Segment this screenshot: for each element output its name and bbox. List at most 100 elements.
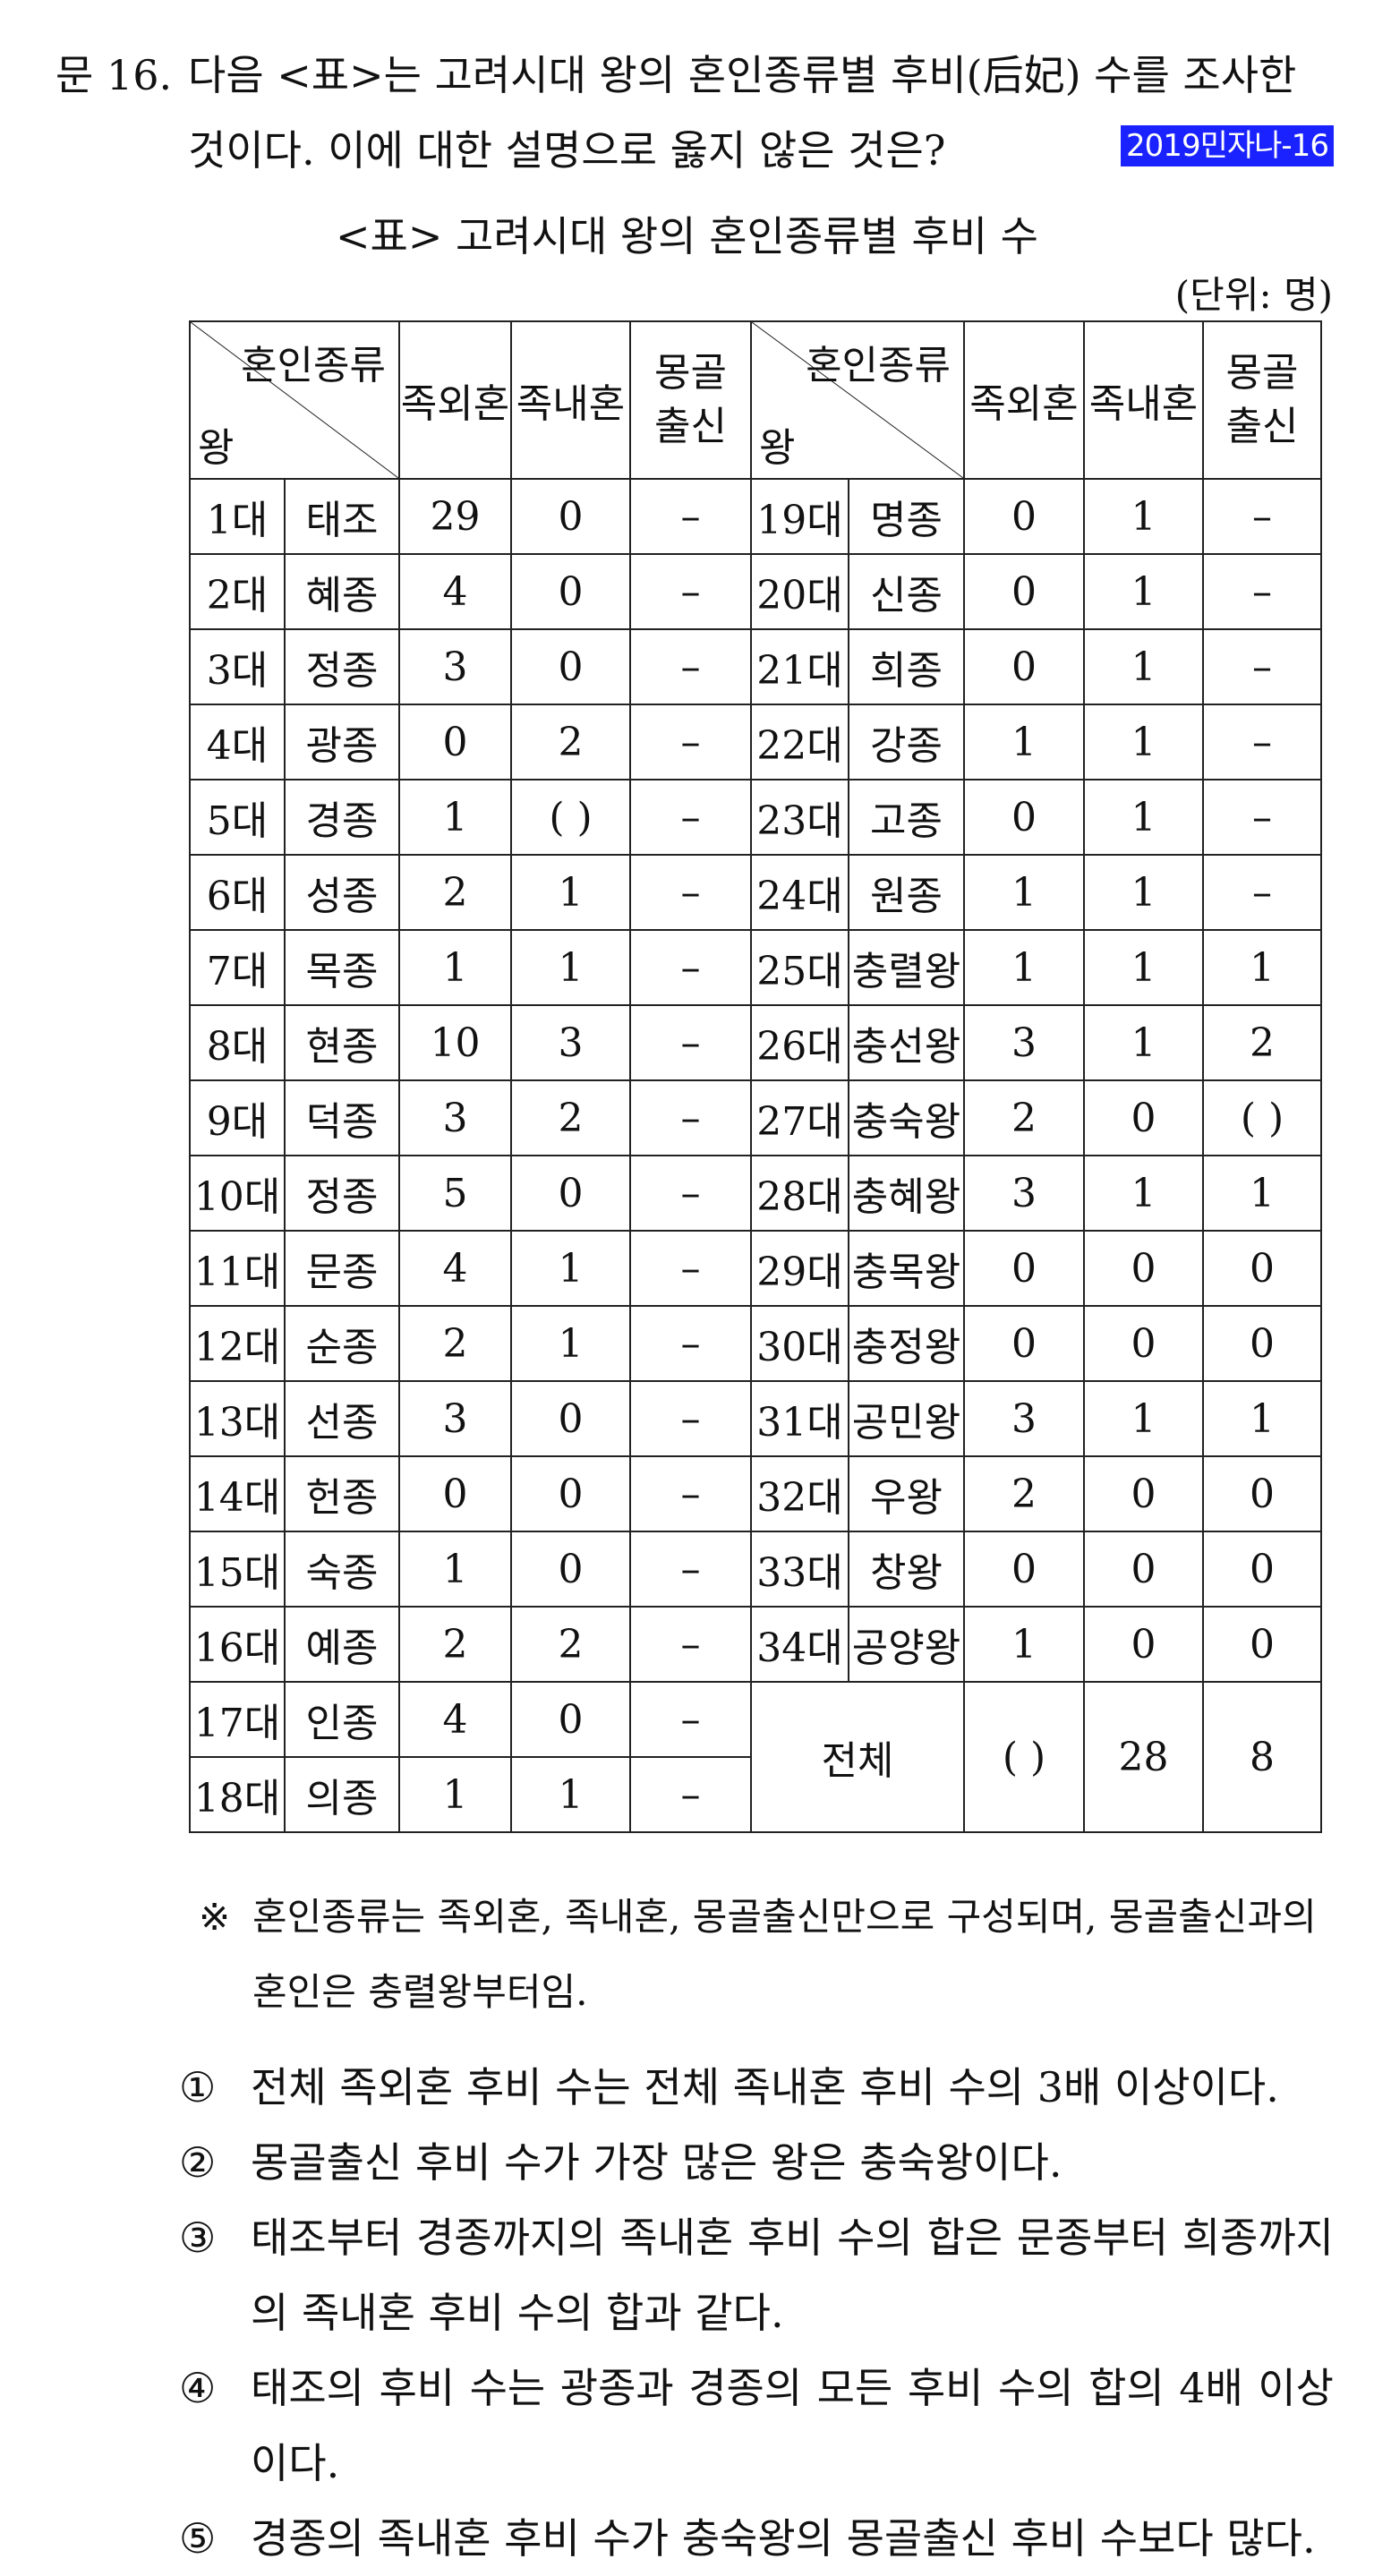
mongol-cell: –: [1202, 779, 1322, 856]
header-mongol: 몽골 출신: [1202, 320, 1322, 480]
unit-label: (단위: 명): [1174, 273, 1333, 317]
endogamy-cell: 0: [510, 553, 631, 630]
marriage-table: 혼인종류 왕 족외혼 족내혼 몽골 출신 혼인종류 왕 족외혼 족내혼 몽골 출신 …: [189, 320, 1322, 1833]
answer-options: ① 전체 족외혼 후비 수는 전체 족내혼 후비 수의 3배 이상이다. ② 몽골출신…: [179, 2050, 1334, 2576]
option-text: 경종의 족내혼 후비 수가 충숙왕의 몽골출신 후비 수보다 많다.: [251, 2514, 1316, 2563]
header-exogamy: 족외혼: [398, 320, 512, 480]
mongol-cell: –: [1202, 478, 1322, 555]
table-row: 18대 의종 1 1–: [189, 1756, 1321, 1833]
exogamy-cell: 2: [963, 1455, 1085, 1532]
king-name-cell: 경종: [284, 779, 400, 856]
king-name-cell: 충렬왕: [848, 929, 965, 1006]
mongol-cell: –: [629, 1531, 752, 1608]
mongol-cell: 0: [1202, 1230, 1322, 1307]
king-name-cell: 창왕: [848, 1531, 965, 1608]
generation-cell: 2대: [189, 553, 286, 630]
endogamy-cell: 0: [510, 628, 631, 705]
generation-cell: 34대: [750, 1606, 849, 1683]
question-number: 문 16.: [55, 51, 173, 99]
endogamy-cell: ( ): [510, 779, 631, 856]
generation-cell: 21대: [750, 628, 849, 705]
king-name-cell: 목종: [284, 929, 400, 1006]
diagonal-header-right: 혼인종류 왕: [750, 320, 965, 480]
king-name-cell: 명종: [848, 478, 965, 555]
option-number: ④: [179, 2364, 217, 2412]
endogamy-cell: 1: [1083, 1380, 1204, 1457]
king-name-cell: 공민왕: [848, 1380, 965, 1457]
endogamy-cell: 2: [510, 704, 631, 780]
option-text: 전체 족외혼 후비 수는 전체 족내혼 후비 수의 3배 이상이다.: [251, 2063, 1279, 2111]
exogamy-cell: 4: [398, 1230, 512, 1307]
endogamy-cell: 0: [1083, 1531, 1204, 1608]
endogamy-cell: 0: [510, 478, 631, 555]
king-name-cell: 인종: [284, 1681, 400, 1758]
generation-cell: 33대: [750, 1531, 849, 1608]
endogamy-cell: 0: [510, 1455, 631, 1532]
exogamy-cell: 0: [963, 478, 1085, 555]
header-marriage-type: 혼인종류: [241, 343, 386, 388]
king-name-cell: 신종: [848, 553, 965, 630]
table-row: 1대 태조 29 0–19대 명종 0 1–: [189, 478, 1322, 555]
exogamy-cell: 3: [398, 1079, 512, 1156]
generation-cell: 23대: [750, 779, 849, 856]
generation-cell: 8대: [189, 1004, 286, 1081]
total-exogamy-cell: ( ): [963, 1681, 1085, 1833]
header-endogamy: 족내혼: [510, 320, 631, 480]
exogamy-cell: 0: [963, 1531, 1085, 1608]
total-mongol-cell: 8: [1202, 1681, 1322, 1833]
table-note: ※ 혼인종류는 족외혼, 족내혼, 몽골출신만으로 구성되며, 몽골출신과의 혼…: [199, 1880, 1336, 2030]
generation-cell: 18대: [189, 1756, 286, 1833]
king-name-cell: 충선왕: [848, 1004, 965, 1081]
table-row: 7대 목종 1 1–25대 충렬왕 1 1 1: [189, 929, 1322, 1006]
header-king: 왕: [759, 425, 796, 471]
king-name-cell: 헌종: [284, 1455, 400, 1532]
endogamy-cell: 1: [1083, 704, 1204, 780]
endogamy-cell: 1: [1083, 553, 1204, 630]
mongol-cell: 0: [1202, 1455, 1322, 1532]
generation-cell: 3대: [189, 628, 286, 705]
mongol-cell: ( ): [1202, 1079, 1322, 1156]
header-exogamy: 족외혼: [963, 320, 1085, 480]
exogamy-cell: 0: [963, 1230, 1085, 1307]
king-name-cell: 현종: [284, 1004, 400, 1081]
king-name-cell: 희종: [848, 628, 965, 705]
exogamy-cell: 3: [398, 1380, 512, 1457]
option-item[interactable]: ③ 태조부터 경종까지의 족내혼 후비 수의 합은 문종부터 희종까지의 족내혼 …: [179, 2200, 1334, 2350]
option-item[interactable]: ⑤ 경종의 족내혼 후비 수가 충숙왕의 몽골출신 후비 수보다 많다.: [179, 2501, 1334, 2576]
king-name-cell: 의종: [284, 1756, 400, 1833]
generation-cell: 5대: [189, 779, 286, 856]
exogamy-cell: 3: [398, 628, 512, 705]
exogamy-cell: 4: [398, 1681, 512, 1758]
mongol-cell: –: [629, 1756, 752, 1833]
option-item[interactable]: ④ 태조의 후비 수는 광종과 경종의 모든 후비 수의 합의 4배 이상이다.: [179, 2350, 1334, 2501]
mongol-cell: –: [629, 553, 752, 630]
exogamy-cell: 0: [398, 1455, 512, 1532]
exogamy-cell: 0: [963, 553, 1085, 630]
endogamy-cell: 1: [1083, 779, 1204, 856]
endogamy-cell: 0: [1083, 1606, 1204, 1683]
option-item[interactable]: ② 몽골출신 후비 수가 가장 많은 왕은 충숙왕이다.: [179, 2125, 1334, 2200]
king-name-cell: 정종: [284, 628, 400, 705]
table-row: 10대 정종 5 0–28대 충혜왕 3 1 1: [189, 1155, 1322, 1232]
king-name-cell: 혜종: [284, 553, 400, 630]
mongol-cell: –: [1202, 628, 1322, 705]
exogamy-cell: 1: [398, 1756, 512, 1833]
exogamy-cell: 2: [398, 854, 512, 931]
table-row: 4대 광종 0 2–22대 강종 1 1–: [189, 704, 1322, 780]
mongol-cell: –: [1202, 704, 1322, 780]
king-name-cell: 충숙왕: [848, 1079, 965, 1156]
generation-cell: 15대: [189, 1531, 286, 1608]
mongol-cell: –: [629, 704, 752, 780]
generation-cell: 9대: [189, 1079, 286, 1156]
question-text-line1: 다음 <표>는 고려시대 왕의 혼인종류별 후비(后妃) 수를 조사한: [188, 51, 1297, 99]
endogamy-cell: 1: [1083, 1004, 1204, 1081]
option-number: ②: [179, 2138, 217, 2187]
option-item[interactable]: ① 전체 족외혼 후비 수는 전체 족내혼 후비 수의 3배 이상이다.: [179, 2050, 1334, 2125]
mongol-cell: –: [1202, 553, 1322, 630]
generation-cell: 6대: [189, 854, 286, 931]
option-number: ⑤: [179, 2514, 217, 2563]
diagonal-header-left: 혼인종류 왕: [189, 320, 400, 480]
table-row: 13대 선종 3 0–31대 공민왕 3 1 1: [189, 1380, 1322, 1457]
endogamy-cell: 1: [1083, 854, 1204, 931]
exogamy-cell: 5: [398, 1155, 512, 1232]
